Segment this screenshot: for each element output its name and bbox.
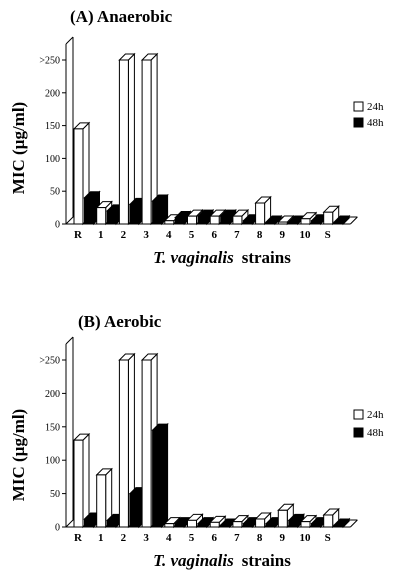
x-tick-label: 8: [257, 532, 263, 544]
x-tick-label: R: [74, 229, 83, 241]
x-axis-label-suffix: strains: [242, 551, 292, 570]
y-tick-label: 100: [45, 154, 60, 165]
bar-24h-2: [118, 52, 136, 226]
y-tick-label: 200: [45, 389, 60, 400]
y-tick-label: 150: [45, 422, 60, 433]
x-tick-label: 1: [98, 532, 104, 544]
y-tick-label: >250: [39, 356, 60, 367]
bar-48h-S: [332, 214, 351, 226]
x-tick-label: 7: [234, 229, 240, 241]
legend-label-24h: 24h: [367, 101, 384, 113]
bar-48h-3: [151, 422, 169, 529]
y-tick-label: 0: [55, 220, 60, 231]
x-tick-label: 10: [300, 229, 312, 241]
bar-24h-R: [72, 432, 91, 529]
y-tick-label: 50: [50, 187, 60, 198]
bar-48h-3: [151, 193, 169, 226]
bar-24h-7: [231, 208, 250, 226]
x-tick-label: 3: [143, 229, 149, 241]
legend-swatch-48h: [353, 427, 364, 438]
bar-24h-1: [95, 467, 113, 529]
legend-label-24h: 24h: [367, 409, 384, 421]
chart-panel-anaerobic: (A) Anaerobic 0 50 100 150 200 >250 MIC (µg/ml)…: [9, 7, 384, 267]
y-tick-label: 100: [45, 456, 60, 467]
x-tick-label: 4: [166, 532, 172, 544]
x-tick-label: 10: [300, 532, 312, 544]
legend-label-48h: 48h: [367, 427, 384, 439]
x-axis-label-species: T. vaginalis: [153, 248, 234, 267]
x-tick-label: S: [325, 229, 331, 241]
x-axis-label: T. vaginalis strains: [153, 551, 291, 570]
x-axis-label-suffix: strains: [242, 248, 292, 267]
bar-48h-S: [332, 517, 351, 529]
x-tick-label: 8: [257, 229, 263, 241]
x-tick-label: 4: [166, 229, 172, 241]
y-axis-label: MIC (µg/ml): [9, 409, 28, 501]
x-tick-label: 3: [143, 532, 149, 544]
y-tick-label: >250: [39, 56, 60, 67]
x-tick-label: S: [325, 532, 331, 544]
x-tick-label: 1: [98, 229, 104, 241]
y-tick-label: 150: [45, 121, 60, 132]
x-tick-label: 6: [211, 229, 217, 241]
chart-title: (B) Aerobic: [78, 312, 162, 331]
bar-48h-9: [287, 513, 306, 529]
legend-swatch-48h: [353, 117, 364, 128]
x-tick-label: 5: [189, 229, 195, 241]
chart-title: (A) Anaerobic: [70, 7, 173, 26]
y-tick-label: 50: [50, 489, 60, 500]
y-axis-label: MIC (µg/ml): [9, 102, 28, 194]
legend: 24h 48h: [353, 409, 384, 439]
legend-label-48h: 48h: [367, 117, 384, 129]
x-tick-label: 2: [121, 532, 127, 544]
x-tick-label: 7: [234, 532, 240, 544]
x-tick-label: 9: [280, 532, 286, 544]
x-tick-label: 9: [280, 229, 286, 241]
bar-24h-2: [118, 352, 136, 529]
chart-panel-aerobic: (B) Aerobic 0 50 100 150 200 >250 MIC (µg/ml) R 1…: [9, 312, 384, 570]
y-tick-label: 200: [45, 88, 60, 99]
x-tick-label: R: [74, 532, 83, 544]
x-axis-label: T. vaginalis strains: [153, 248, 291, 267]
x-tick-label: 2: [121, 229, 127, 241]
bar-24h-5: [186, 513, 204, 529]
x-axis-label-species: T. vaginalis: [153, 551, 234, 570]
bar-48h-8: [264, 214, 283, 226]
x-tick-label: 6: [211, 532, 217, 544]
y-tick-label: 0: [55, 523, 60, 534]
legend-swatch-24h: [353, 101, 364, 112]
bar-24h-10: [299, 514, 318, 529]
x-tick-label: 5: [189, 532, 195, 544]
bar-24h-7: [231, 514, 250, 529]
legend-swatch-24h: [353, 409, 364, 420]
